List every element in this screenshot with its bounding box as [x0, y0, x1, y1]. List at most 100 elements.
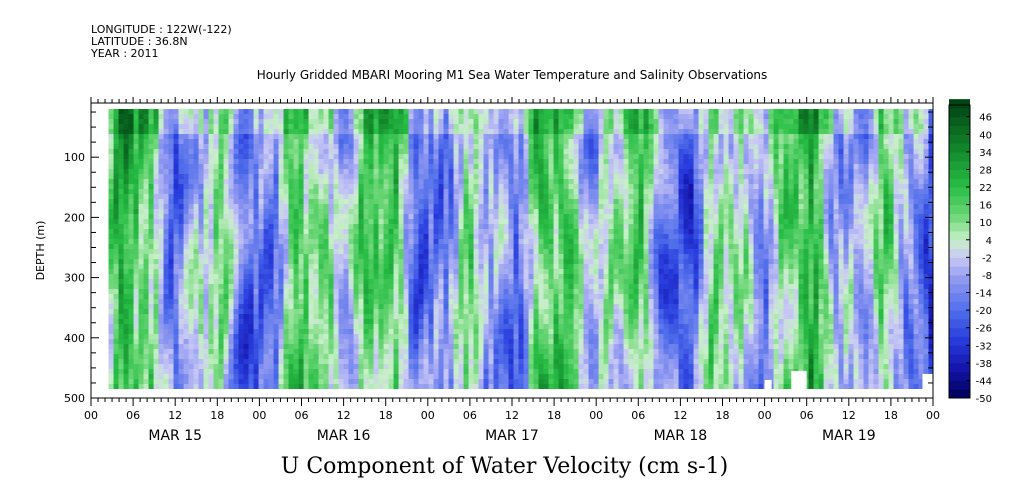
heatmap-cell [423, 164, 430, 170]
heatmap-cell [523, 304, 530, 310]
heatmap-cell [428, 314, 435, 320]
heatmap-cell [243, 244, 250, 250]
heatmap-cell [158, 134, 165, 140]
heatmap-cell [413, 254, 420, 260]
heatmap-cell [178, 219, 185, 225]
heatmap-cell [483, 249, 490, 255]
heatmap-cell [528, 339, 535, 345]
heatmap-cell [543, 119, 550, 125]
heatmap-cell [238, 209, 245, 215]
heatmap-cell [363, 129, 370, 135]
heatmap-cell [213, 324, 220, 330]
heatmap-cell [153, 259, 160, 265]
heatmap-cell [243, 259, 250, 265]
heatmap-cell [258, 369, 265, 375]
heatmap-cell [173, 179, 180, 185]
heatmap-cell [308, 259, 315, 265]
heatmap-cell [323, 264, 330, 270]
heatmap-cell [518, 174, 525, 180]
heatmap-cell [443, 254, 450, 260]
heatmap-cell [553, 154, 560, 160]
heatmap-cell [468, 129, 475, 135]
heatmap-cell [533, 254, 540, 260]
heatmap-cell [418, 384, 425, 389]
heatmap-cell [343, 159, 350, 165]
heatmap-cell [483, 269, 490, 275]
heatmap-cell [173, 219, 180, 225]
heatmap-cell [438, 174, 445, 180]
heatmap-cell [183, 284, 190, 290]
heatmap-cell [518, 239, 525, 245]
heatmap-cell [293, 219, 300, 225]
heatmap-cell [458, 224, 465, 230]
heatmap-cell [473, 359, 480, 365]
heatmap-cell [478, 244, 485, 250]
heatmap-cell [468, 359, 475, 365]
heatmap-cell [493, 129, 500, 135]
heatmap-cell [223, 229, 230, 235]
heatmap-cell [473, 164, 480, 170]
heatmap-cell [178, 179, 185, 185]
heatmap-cell [298, 214, 305, 220]
heatmap-cell [303, 374, 310, 380]
heatmap-cell [268, 199, 275, 205]
heatmap-cell [368, 234, 375, 240]
heatmap-cell [218, 274, 225, 280]
heatmap-cell [508, 264, 515, 270]
heatmap-cell [298, 204, 305, 210]
heatmap-cell [203, 239, 210, 245]
heatmap-cell [458, 319, 465, 325]
heatmap-cell [138, 174, 145, 180]
heatmap-cell [493, 274, 500, 280]
heatmap-cell [253, 324, 260, 330]
heatmap-cell [408, 239, 415, 245]
heatmap-cell [253, 144, 260, 150]
heatmap-cell [443, 344, 450, 350]
heatmap-cell [123, 274, 130, 280]
heatmap-cell [328, 374, 335, 380]
heatmap-cell [118, 269, 125, 275]
heatmap-cell [123, 219, 130, 225]
heatmap-cell [228, 354, 235, 360]
heatmap-cell [458, 164, 465, 170]
heatmap-cell [368, 284, 375, 290]
heatmap-cell [278, 214, 285, 220]
heatmap-cell [418, 179, 425, 185]
heatmap-cell [238, 154, 245, 160]
heatmap-cell [113, 344, 120, 350]
heatmap-cell [138, 314, 145, 320]
heatmap-cell [438, 369, 445, 375]
heatmap-cell [483, 344, 490, 350]
heatmap-cell [348, 364, 355, 370]
heatmap-cell [423, 129, 430, 135]
heatmap-cell [113, 254, 120, 260]
heatmap-cell [288, 189, 295, 195]
heatmap-cell [273, 269, 280, 275]
heatmap-cell [513, 269, 520, 275]
heatmap-cell [138, 219, 145, 225]
heatmap-cell [513, 259, 520, 265]
heatmap-cell [443, 239, 450, 245]
heatmap-cell [118, 309, 125, 315]
heatmap-cell [388, 149, 395, 155]
heatmap-cell [508, 299, 515, 305]
heatmap-cell [198, 269, 205, 275]
heatmap-cell [153, 234, 160, 240]
heatmap-cell [433, 174, 440, 180]
heatmap-cell [453, 154, 460, 160]
heatmap-cell [328, 259, 335, 265]
heatmap-cell [438, 309, 445, 315]
heatmap-cell [298, 154, 305, 160]
heatmap-cell [553, 134, 560, 140]
heatmap-cell [228, 324, 235, 330]
heatmap-cell [108, 224, 115, 230]
heatmap-cell [478, 364, 485, 370]
heatmap-cell [478, 189, 485, 195]
heatmap-cell [243, 344, 250, 350]
heatmap-cell [248, 134, 255, 140]
heatmap-cell [493, 324, 500, 330]
heatmap-cell [483, 179, 490, 185]
heatmap-cell [163, 109, 170, 115]
heatmap-cell [198, 279, 205, 285]
heatmap-cell [193, 199, 200, 205]
